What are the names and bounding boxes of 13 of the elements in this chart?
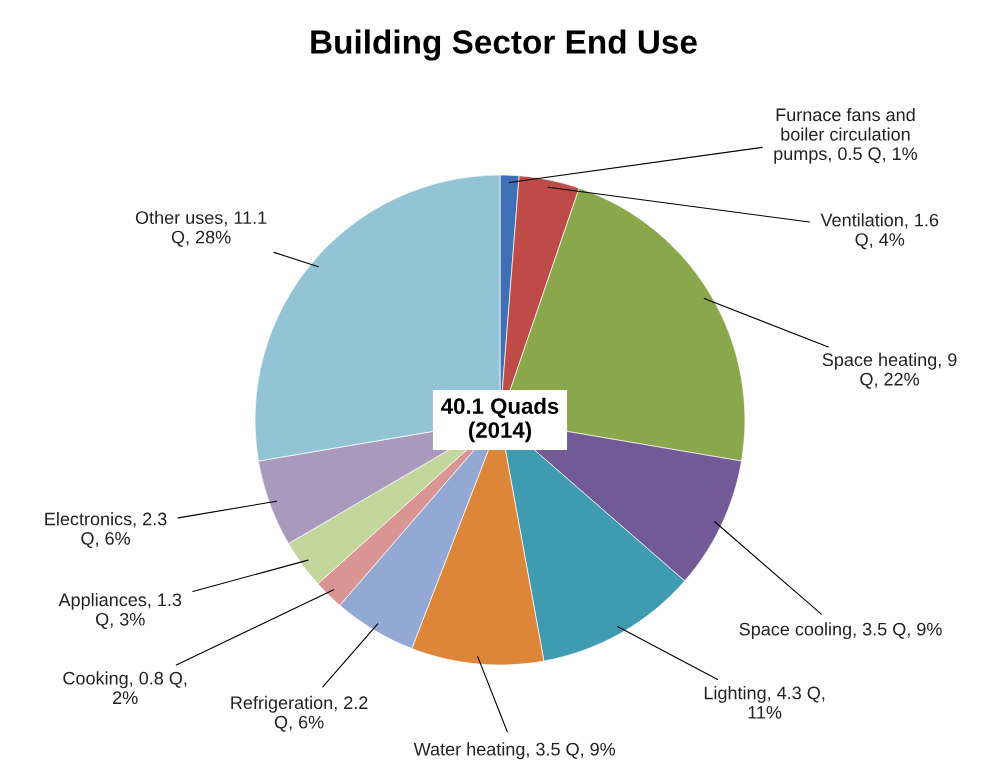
slice-label: Ventilation, 1.6 Q, 4% — [820, 213, 939, 250]
slice-label: Space cooling, 3.5 Q, 9% — [739, 622, 942, 640]
slice-label: Space heating, 9 Q, 22% — [822, 352, 957, 389]
slice-label: Cooking, 0.8 Q, 2% — [63, 671, 187, 704]
slice-label: Appliances, 1.3 Q, 3% — [58, 592, 182, 629]
slice-label: Water heating, 3.5 Q, 9% — [413, 742, 616, 760]
slice-label: Refrigeration, 2.2 Q, 6% — [231, 695, 368, 732]
slice-label: Lighting, 4.3 Q, 11% — [704, 686, 825, 719]
chart-title: Building Sector End Use — [311, 29, 697, 61]
slice-label: Electronics, 2.3 Q, 6% — [45, 512, 167, 549]
slice-label: Other uses, 11.1 Q, 28% — [135, 210, 267, 247]
text: 40.1 Quads (2014) — [441, 397, 559, 443]
slice-label: Furnace fans and boiler circulation pumps, 0.5 Q, 1% — [774, 107, 918, 164]
